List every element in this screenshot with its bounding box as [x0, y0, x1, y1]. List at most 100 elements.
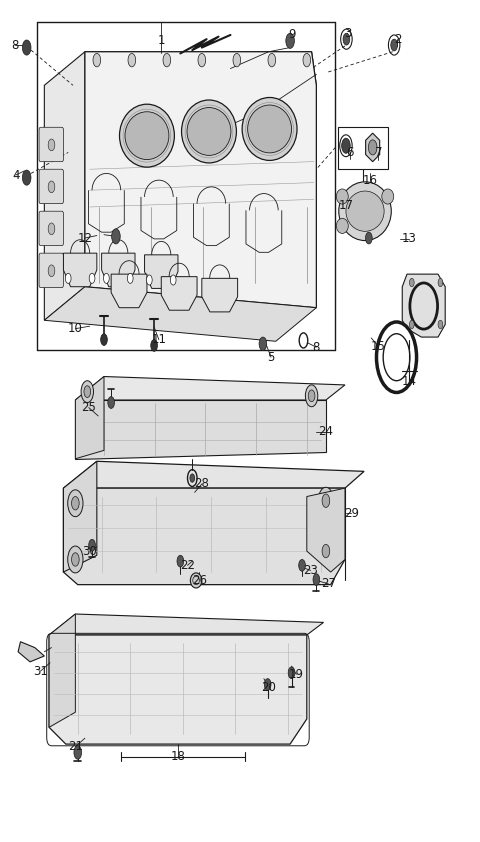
Text: 20: 20: [261, 680, 276, 694]
Text: 5: 5: [267, 351, 275, 364]
Polygon shape: [85, 51, 316, 307]
Polygon shape: [75, 400, 326, 459]
Circle shape: [342, 138, 350, 153]
Text: 22: 22: [180, 559, 195, 572]
Circle shape: [68, 490, 83, 517]
Text: 7: 7: [375, 146, 382, 159]
Text: 28: 28: [194, 477, 209, 490]
Text: 31: 31: [33, 664, 48, 678]
Text: 27: 27: [321, 578, 336, 590]
Text: 25: 25: [81, 401, 96, 414]
Circle shape: [163, 53, 171, 67]
Polygon shape: [144, 255, 178, 289]
Polygon shape: [366, 133, 380, 162]
Circle shape: [268, 53, 276, 67]
Circle shape: [23, 40, 31, 55]
Circle shape: [108, 397, 115, 408]
Polygon shape: [63, 488, 345, 584]
Polygon shape: [111, 274, 147, 307]
Ellipse shape: [181, 100, 237, 163]
Circle shape: [305, 385, 318, 407]
Circle shape: [259, 337, 267, 350]
Circle shape: [48, 139, 55, 151]
FancyBboxPatch shape: [39, 253, 63, 288]
Circle shape: [368, 140, 377, 155]
Circle shape: [89, 540, 96, 551]
Circle shape: [409, 320, 414, 328]
Circle shape: [233, 53, 240, 67]
FancyBboxPatch shape: [39, 169, 63, 204]
Circle shape: [127, 274, 133, 284]
Text: 12: 12: [77, 232, 93, 244]
Polygon shape: [63, 253, 97, 287]
Circle shape: [146, 275, 152, 285]
Text: 23: 23: [303, 564, 318, 577]
Circle shape: [48, 181, 55, 193]
Circle shape: [72, 552, 79, 566]
Text: 18: 18: [170, 750, 185, 763]
Circle shape: [391, 40, 397, 51]
Circle shape: [48, 265, 55, 277]
Text: 26: 26: [192, 574, 207, 587]
Text: 30: 30: [82, 545, 97, 557]
Circle shape: [303, 53, 311, 67]
Text: 14: 14: [402, 375, 417, 388]
Polygon shape: [402, 274, 445, 337]
Ellipse shape: [339, 182, 391, 241]
Circle shape: [72, 497, 79, 510]
Ellipse shape: [346, 191, 384, 232]
Polygon shape: [18, 642, 44, 662]
Circle shape: [286, 34, 294, 48]
Ellipse shape: [336, 218, 348, 233]
FancyBboxPatch shape: [39, 211, 63, 246]
Circle shape: [151, 339, 157, 351]
Text: 16: 16: [363, 174, 378, 188]
Text: 19: 19: [289, 668, 304, 681]
Polygon shape: [63, 461, 364, 488]
Polygon shape: [44, 51, 85, 320]
Circle shape: [322, 494, 330, 508]
Text: 2: 2: [394, 33, 401, 45]
Circle shape: [89, 274, 95, 284]
Circle shape: [74, 746, 82, 759]
Polygon shape: [49, 614, 324, 635]
Text: 29: 29: [344, 507, 359, 520]
Text: 17: 17: [338, 199, 353, 212]
Polygon shape: [49, 635, 307, 744]
Text: 8: 8: [11, 39, 18, 51]
Polygon shape: [63, 461, 97, 572]
Circle shape: [288, 667, 295, 679]
Circle shape: [299, 559, 305, 571]
Polygon shape: [161, 277, 197, 310]
Circle shape: [112, 229, 120, 244]
Text: 11: 11: [151, 333, 167, 346]
Text: 4: 4: [12, 168, 20, 182]
Ellipse shape: [242, 98, 297, 161]
Circle shape: [23, 170, 31, 185]
Ellipse shape: [187, 108, 231, 156]
Text: 9: 9: [289, 29, 296, 41]
Circle shape: [81, 381, 94, 402]
Ellipse shape: [248, 105, 291, 153]
Text: 6: 6: [346, 146, 353, 159]
Ellipse shape: [382, 189, 394, 204]
Polygon shape: [102, 253, 135, 287]
Circle shape: [322, 545, 330, 557]
Circle shape: [343, 34, 350, 45]
Ellipse shape: [120, 104, 174, 167]
Circle shape: [170, 275, 176, 285]
Circle shape: [101, 333, 108, 345]
Circle shape: [365, 232, 372, 244]
Circle shape: [104, 274, 109, 284]
Polygon shape: [44, 287, 316, 341]
Polygon shape: [202, 279, 238, 312]
Circle shape: [438, 279, 443, 287]
Polygon shape: [307, 488, 345, 572]
Circle shape: [68, 546, 83, 573]
Circle shape: [65, 274, 71, 284]
Ellipse shape: [191, 573, 202, 588]
Polygon shape: [49, 614, 75, 727]
Text: 3: 3: [344, 27, 351, 40]
Circle shape: [308, 390, 315, 402]
Text: 13: 13: [402, 232, 417, 245]
